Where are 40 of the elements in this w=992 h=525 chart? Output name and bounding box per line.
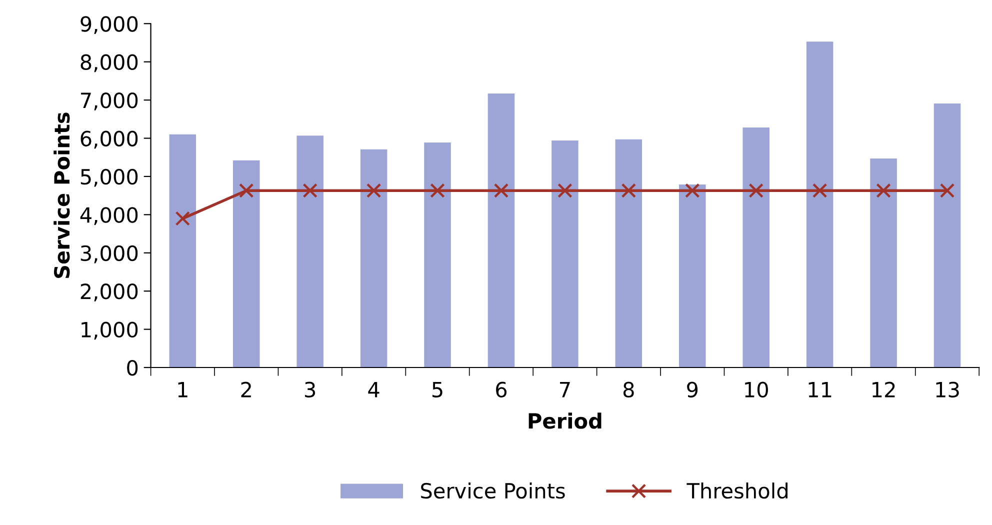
y-tick-label: 1,000 — [82, 322, 138, 340]
x-tick-label: 3 — [305, 382, 316, 398]
legend-label: Threshold — [686, 482, 788, 499]
bar — [232, 160, 260, 368]
x-tick-label: 12 — [872, 382, 895, 398]
x-tick-label: 13 — [936, 382, 959, 398]
bar — [934, 103, 961, 368]
x-tick-label: 10 — [745, 382, 768, 398]
y-tick-label: 4,000 — [80, 207, 138, 226]
y-tick-label: 2,000 — [80, 284, 138, 302]
bar — [678, 184, 706, 368]
bar — [806, 42, 834, 368]
bar — [360, 149, 388, 368]
y-tick-label: 3,000 — [80, 245, 138, 264]
x-tick-label: 9 — [687, 382, 698, 398]
x-tick-label: 1 — [178, 382, 188, 398]
x-tick-label: 5 — [432, 382, 442, 398]
legend-label: Service Points — [421, 482, 565, 499]
x-tick-label: 7 — [560, 382, 570, 398]
bar — [615, 139, 642, 368]
x-tick-label: 2 — [241, 382, 251, 398]
y-tick-label: 0 — [127, 360, 138, 376]
x-tick-label: 6 — [496, 382, 507, 398]
x-tick-label: 4 — [368, 382, 380, 398]
y-tick-label: 8,000 — [80, 54, 138, 72]
bar — [488, 94, 515, 368]
bar — [742, 128, 770, 368]
x-tick-label: 11 — [808, 382, 832, 398]
y-tick-label: 9,000 — [80, 16, 138, 34]
y-tick-label: 7,000 — [81, 92, 138, 110]
bar — [552, 140, 578, 368]
bar — [870, 158, 897, 368]
bar — [169, 134, 196, 368]
y-axis-title: Service Points — [54, 112, 70, 278]
bar — [296, 136, 324, 368]
x-tick-label: 8 — [623, 382, 634, 398]
y-tick-label: 5,000 — [80, 168, 138, 187]
bar — [424, 142, 451, 368]
x-axis-title: Period — [528, 412, 602, 429]
y-tick-label: 6,000 — [80, 130, 138, 149]
